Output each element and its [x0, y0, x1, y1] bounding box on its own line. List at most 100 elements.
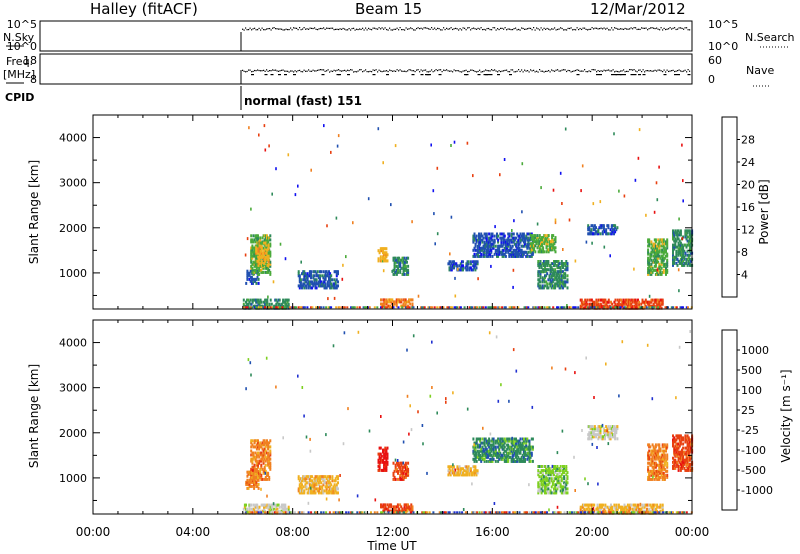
data-cell [619, 304, 621, 308]
data-cell [518, 242, 521, 246]
data-cell [329, 286, 332, 290]
data-cell [400, 509, 403, 513]
data-cell [335, 216, 338, 220]
data-cell [488, 238, 491, 242]
data-cell [489, 459, 492, 463]
cpid-label: CPID [5, 91, 34, 104]
data-cell [399, 258, 402, 262]
data-cell [382, 460, 384, 464]
data-cell [261, 453, 264, 457]
data-cell [641, 503, 644, 507]
data-cell [266, 266, 268, 270]
data-cell [263, 467, 266, 471]
data-cell [542, 479, 545, 483]
data-cell [251, 270, 254, 274]
data-cell [330, 282, 333, 286]
data-cell [417, 294, 420, 298]
data-cell [553, 479, 555, 483]
nsky-point [411, 28, 413, 30]
data-cell [500, 252, 503, 256]
freq-point [672, 69, 674, 71]
data-cell [511, 459, 514, 463]
nsky-point [668, 28, 670, 30]
data-cell [479, 455, 482, 459]
data-cell [564, 487, 567, 491]
data-cell [320, 477, 323, 481]
data-cell [625, 306, 628, 310]
data-cell [254, 475, 257, 479]
data-cell [474, 447, 477, 451]
freq-point [365, 69, 367, 71]
freq-point [521, 69, 523, 71]
nsky-point [446, 27, 448, 29]
data-cell [258, 447, 261, 451]
data-cell [385, 466, 388, 470]
data-cell [402, 264, 405, 268]
data-cell [550, 270, 553, 274]
data-cell [404, 268, 407, 272]
data-cell [506, 244, 509, 248]
freq-point [534, 71, 536, 73]
data-cell [483, 453, 486, 457]
data-cell [522, 244, 525, 248]
data-cell [448, 467, 451, 471]
data-cell [493, 234, 496, 238]
data-cell [254, 277, 257, 281]
data-cell [521, 162, 524, 166]
data-cell [337, 487, 339, 491]
data-cell [313, 479, 316, 483]
data-cell [610, 427, 613, 431]
data-cell [337, 481, 339, 485]
data-cell [488, 439, 491, 443]
freq-point [549, 71, 551, 73]
nsky-point [335, 28, 337, 31]
data-cell [263, 300, 265, 304]
data-cell [545, 246, 548, 250]
data-cell [598, 503, 601, 507]
data-cell [262, 270, 265, 274]
data-cell [251, 507, 254, 511]
freq-point [575, 69, 577, 72]
data-cell [650, 240, 653, 244]
data-cell [630, 298, 633, 302]
data-cell [323, 481, 326, 485]
data-cell [331, 477, 334, 481]
data-cell [502, 254, 505, 258]
data-cell [539, 248, 542, 252]
data-cell [602, 226, 605, 230]
data-cell [562, 248, 564, 251]
data-cell [596, 427, 599, 431]
data-cell [383, 448, 386, 452]
data-cell [634, 300, 637, 304]
data-cell [662, 238, 665, 242]
data-cell [311, 491, 314, 495]
data-cell [379, 460, 382, 464]
data-cell [684, 251, 687, 255]
data-cell [511, 439, 514, 443]
data-cell [540, 264, 543, 268]
data-cell [301, 479, 303, 483]
data-cell [600, 437, 603, 441]
data-cell [546, 477, 549, 481]
nave-point [630, 74, 634, 76]
data-cell [255, 443, 258, 447]
data-cell [679, 245, 682, 249]
nsky-point [689, 29, 691, 31]
data-cell [487, 443, 489, 447]
data-cell [601, 298, 603, 302]
data-cell [449, 268, 452, 272]
data-cell [587, 505, 590, 509]
data-cell [255, 256, 258, 260]
data-cell [597, 509, 600, 513]
data-cell [483, 232, 486, 236]
data-cell [392, 507, 395, 511]
freq-point [632, 69, 634, 71]
freq-point [524, 69, 526, 71]
data-cell [257, 461, 259, 465]
data-cell [307, 282, 310, 286]
data-cell [591, 429, 594, 433]
data-cell [599, 433, 602, 437]
data-cell [521, 234, 524, 238]
data-cell [688, 263, 691, 267]
data-cell [681, 263, 683, 267]
